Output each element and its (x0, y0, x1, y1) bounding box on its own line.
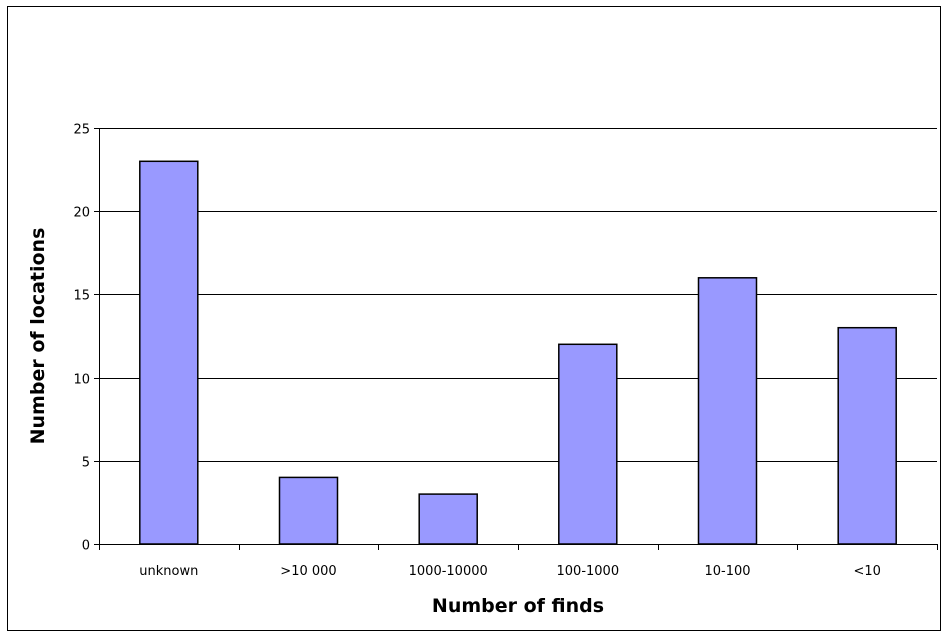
x-tick-label: <10 (853, 564, 880, 579)
y-tick-label: 15 (73, 289, 90, 304)
x-tick-labels: unknown >10 000 1000-10000 100-1000 10-100 <1… (99, 544, 938, 579)
bar-0 (139, 160, 199, 545)
y-tick-label: 10 (73, 373, 90, 388)
y-tick-label: 25 (73, 123, 90, 138)
x-tick-label: 100-1000 (557, 564, 620, 579)
y-tick-labels: 0 5 10 15 20 25 (73, 123, 99, 554)
x-axis-title: Number of finds (432, 595, 604, 617)
bar-2 (418, 493, 478, 545)
x-tick-label: unknown (139, 564, 198, 579)
axes (99, 128, 937, 545)
y-tick-label: 5 (82, 456, 90, 471)
bars (139, 160, 897, 545)
x-tick-label: 10-100 (704, 564, 750, 579)
gridlines (99, 128, 937, 462)
y-tick-label: 20 (73, 206, 90, 221)
bar-5 (837, 326, 897, 545)
x-tick-label: >10 000 (280, 564, 336, 579)
bar-3 (558, 343, 618, 545)
y-axis-title: Number of locations (27, 228, 49, 445)
y-tick-label: 0 (82, 539, 90, 554)
bar-4 (697, 277, 758, 545)
x-tick-label: 1000-10000 (409, 564, 488, 579)
bar-1 (278, 476, 339, 545)
